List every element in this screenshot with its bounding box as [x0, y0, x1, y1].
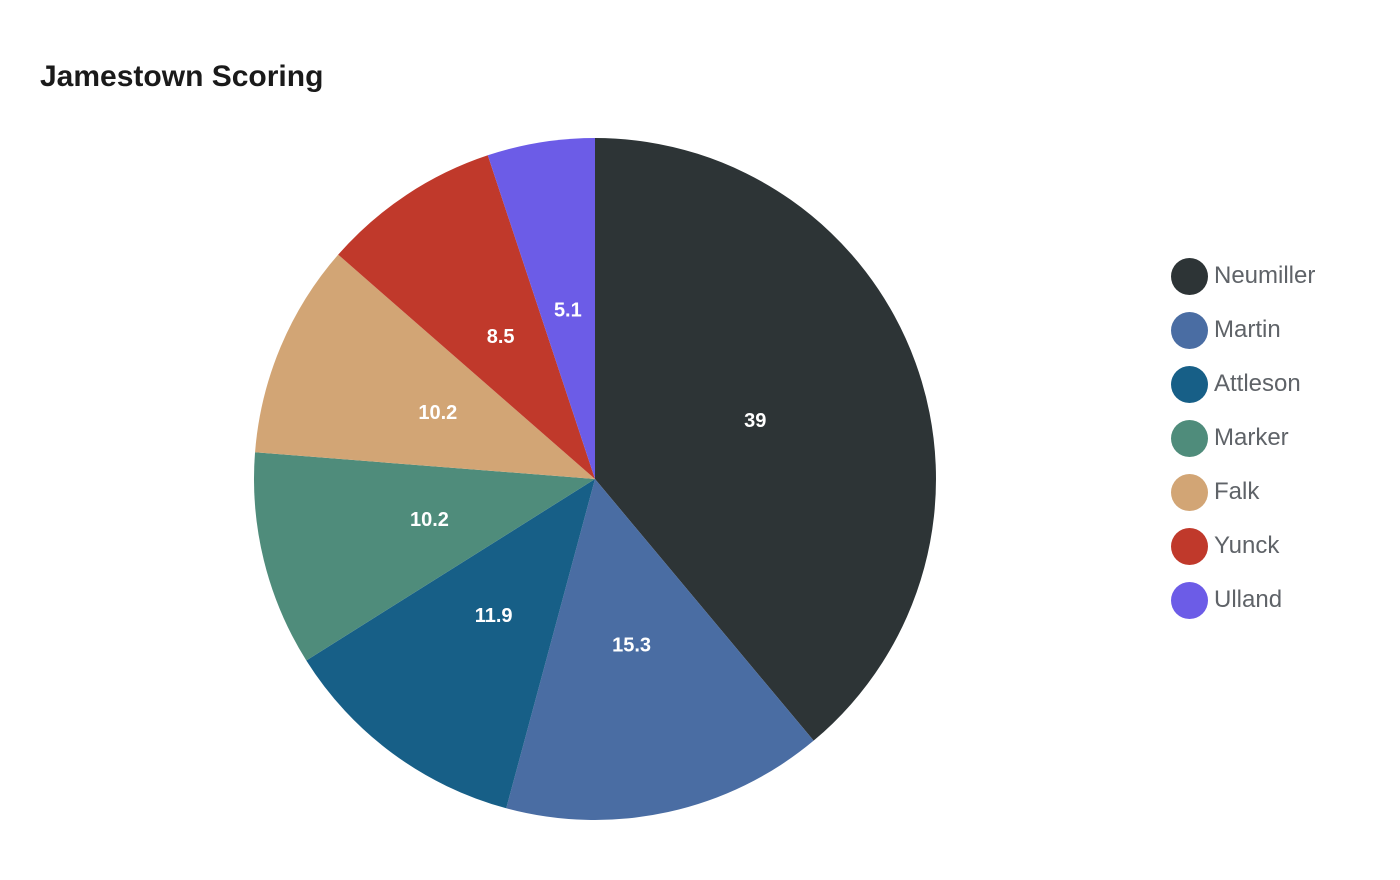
legend-item-falk[interactable]: Falk: [1171, 465, 1315, 519]
pie-slice-marker[interactable]: [254, 452, 595, 661]
pie-slice-attleson[interactable]: [306, 479, 595, 809]
slice-value-label: 11.9: [475, 605, 513, 627]
legend-label: Martin: [1214, 316, 1281, 343]
legend-item-attleson[interactable]: Attleson: [1171, 357, 1315, 411]
pie-slice-ulland[interactable]: [487, 138, 595, 479]
legend-swatch-icon: [1171, 581, 1208, 619]
pie-labels: 39 15.3 11.9 10.2 10.2 8.5 5.1: [410, 300, 766, 657]
legend-item-ulland[interactable]: Ulland: [1171, 573, 1315, 627]
slice-value-label: 5.1: [554, 300, 582, 322]
legend-swatch-icon: [1171, 257, 1208, 295]
slice-value-label: 8.5: [487, 326, 515, 348]
slice-value-label: 10.2: [410, 509, 449, 531]
legend-item-yunck[interactable]: Yunck: [1171, 519, 1315, 573]
legend-label: Falk: [1214, 478, 1260, 505]
pie-slices: [254, 138, 936, 820]
legend: Neumiller Martin Attleson Marker Falk Yu…: [1171, 249, 1315, 627]
pie-slice-neumiller[interactable]: [595, 138, 936, 741]
legend-swatch-icon: [1171, 419, 1208, 457]
legend-item-martin[interactable]: Martin: [1171, 303, 1315, 357]
pie-slice-falk[interactable]: [255, 254, 595, 479]
slice-value-label: 10.2: [418, 402, 457, 424]
legend-swatch-icon: [1171, 311, 1208, 349]
chart-title: Jamestown Scoring: [40, 60, 324, 93]
slice-value-label: 39: [744, 410, 766, 432]
legend-label: Ulland: [1214, 586, 1283, 613]
legend-swatch-icon: [1171, 365, 1208, 403]
pie-slice-yunck[interactable]: [338, 155, 595, 479]
legend-label: Attleson: [1214, 370, 1301, 397]
legend-label: Yunck: [1214, 532, 1280, 559]
legend-label: Marker: [1214, 424, 1289, 451]
legend-label: Neumiller: [1214, 262, 1316, 289]
legend-item-marker[interactable]: Marker: [1171, 411, 1315, 465]
legend-swatch-icon: [1171, 527, 1208, 565]
legend-item-neumiller[interactable]: Neumiller: [1171, 249, 1315, 303]
slice-value-label: 15.3: [612, 635, 651, 657]
legend-swatch-icon: [1171, 473, 1208, 511]
pie-slice-martin[interactable]: [506, 479, 814, 820]
